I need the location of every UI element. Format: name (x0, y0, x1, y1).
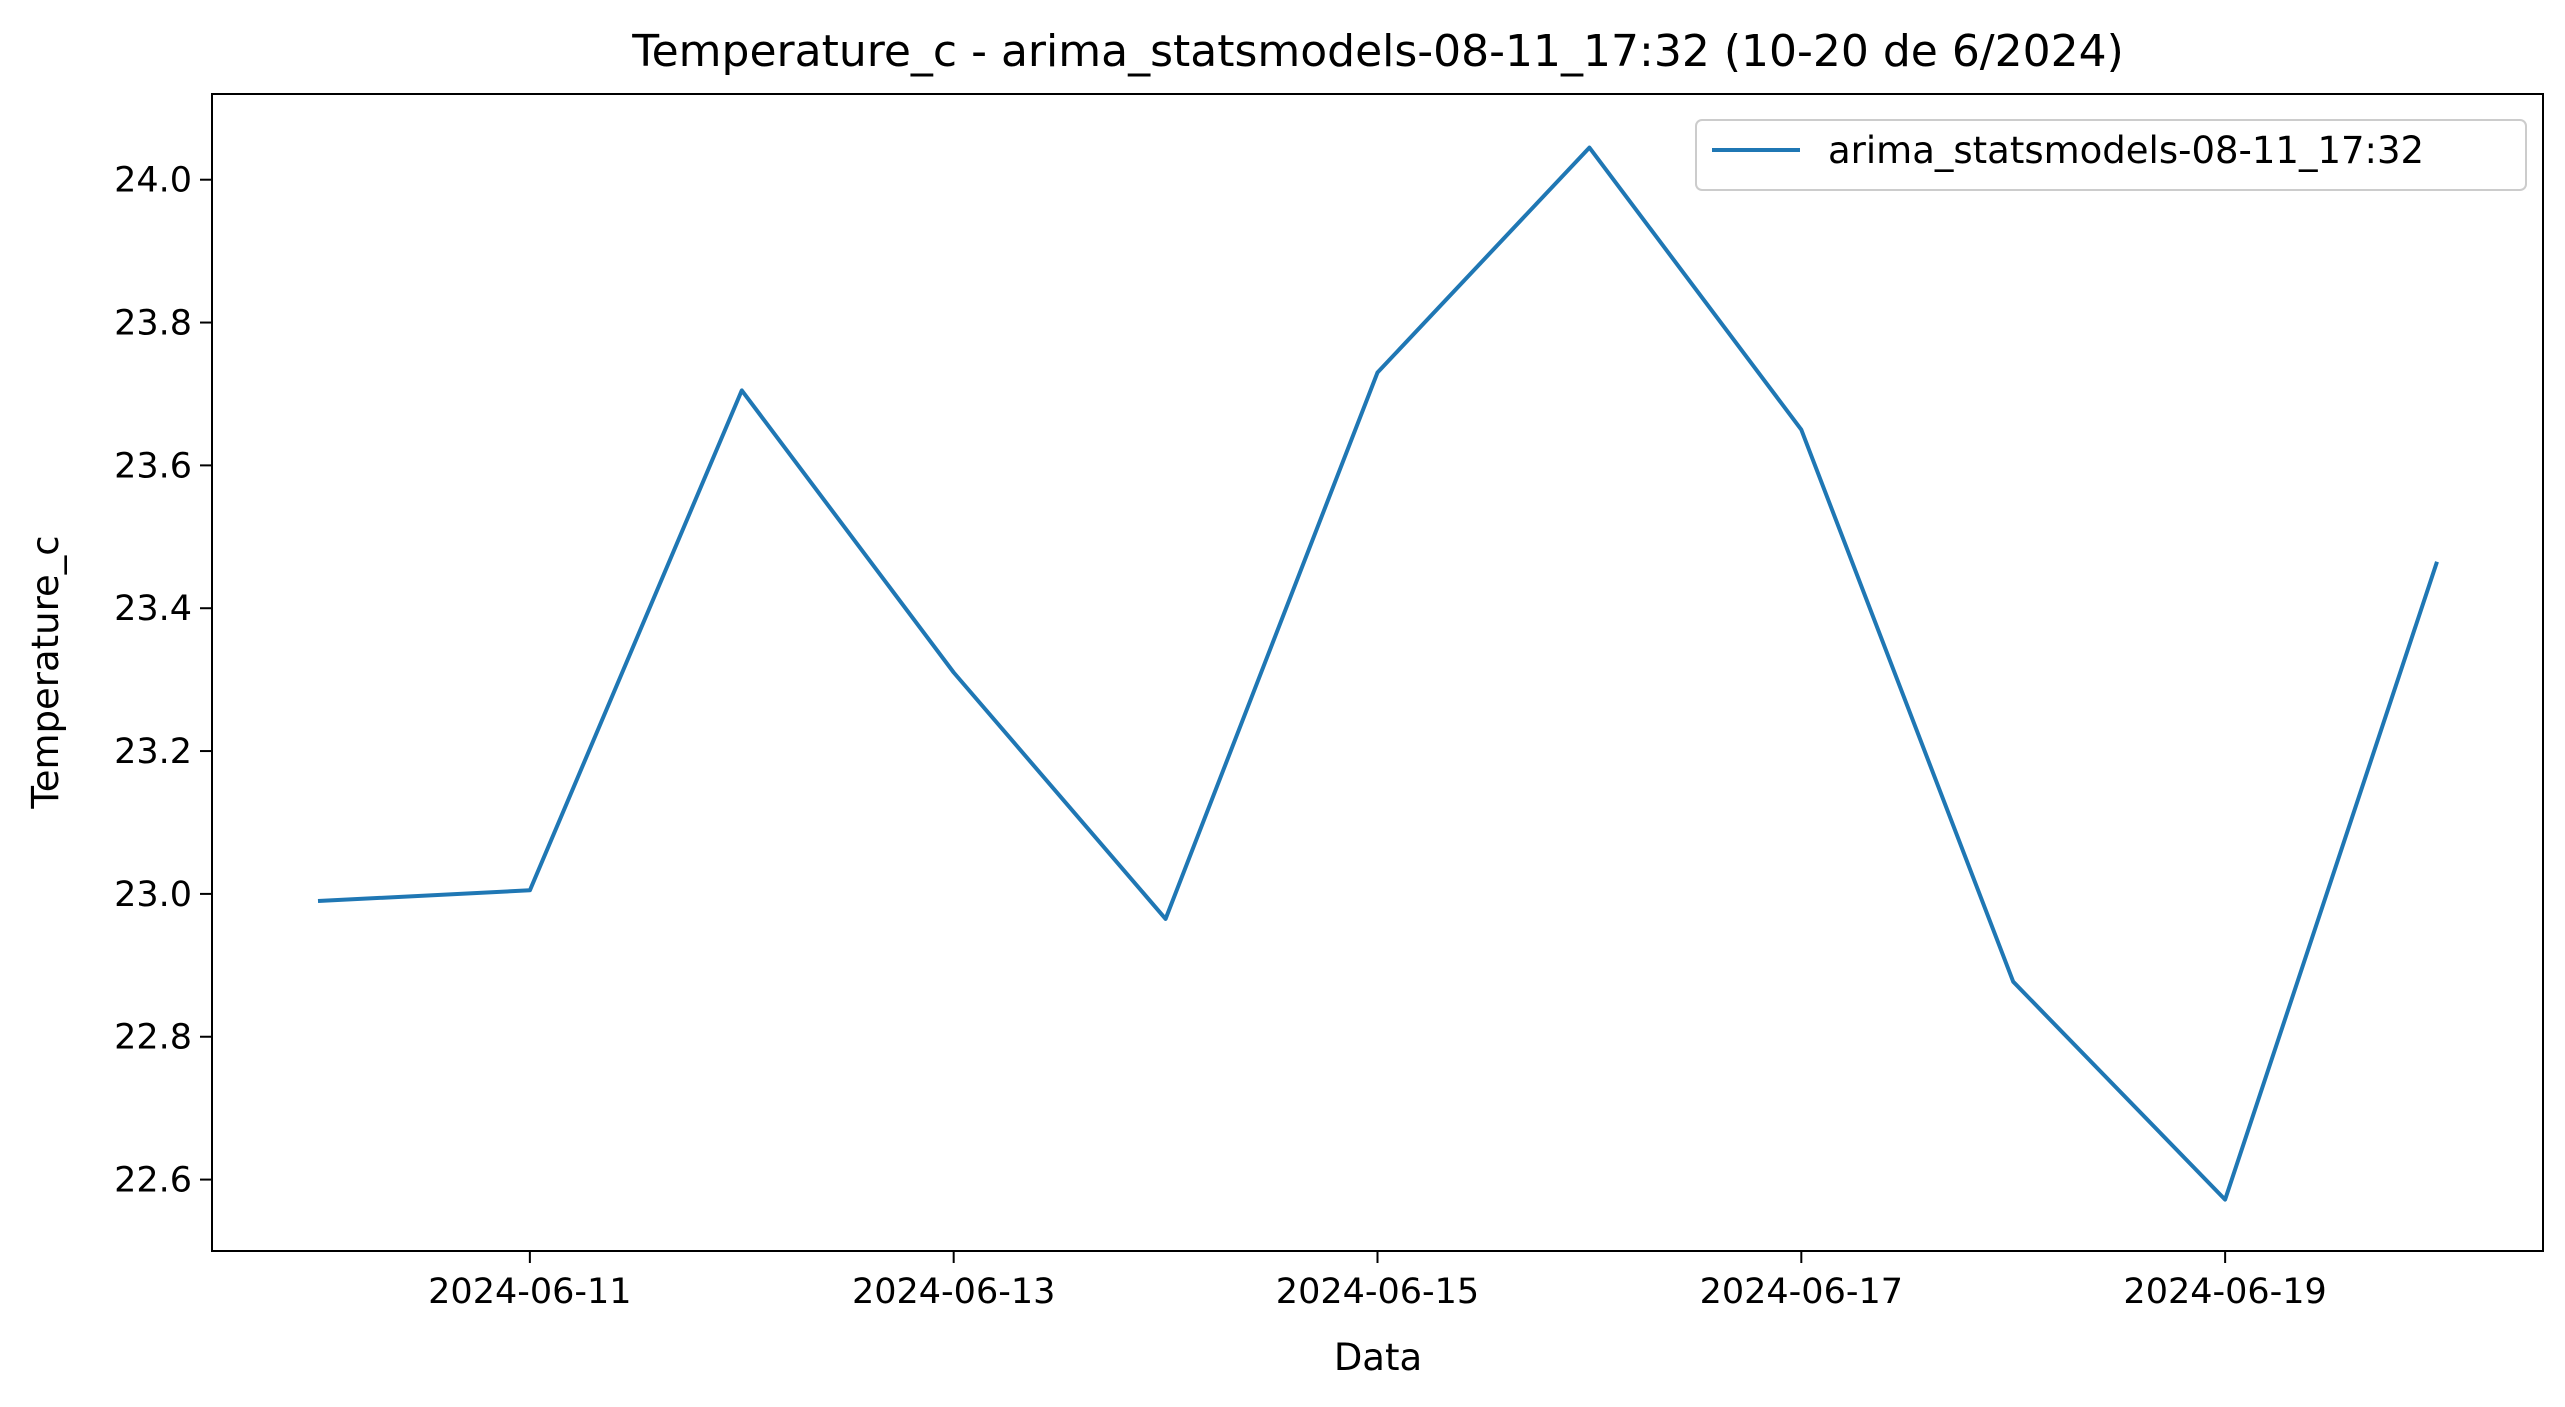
x-tick-label: 2024-06-15 (1276, 1272, 1479, 1312)
y-tick-label: 23.4 (114, 589, 192, 629)
plot-frame (211, 93, 2544, 1252)
legend-box (1695, 119, 2527, 191)
chart-title: Temperature_c - arima_statsmodels-08-11_… (631, 26, 2124, 77)
x-tick-label: 2024-06-13 (852, 1272, 1055, 1312)
x-tick-label: 2024-06-19 (2123, 1272, 2326, 1312)
x-axis-label: Data (1334, 1336, 1422, 1379)
x-tick-label: 2024-06-11 (428, 1272, 631, 1312)
plot-area (212, 94, 2543, 1251)
y-tick-label: 23.2 (114, 732, 192, 772)
y-tick-label: 23.8 (114, 304, 192, 344)
y-tick-label: 23.0 (114, 875, 192, 915)
y-axis-label: Temperature_c (24, 535, 67, 809)
y-tick-label: 22.6 (114, 1161, 192, 1201)
x-tick-label: 2024-06-17 (1700, 1272, 1903, 1312)
y-tick-label: 22.8 (114, 1018, 192, 1058)
legend-label: arima_statsmodels-08-11_17:32 (1828, 129, 2424, 172)
legend: arima_statsmodels-08-11_17:32 (1695, 119, 2527, 191)
series-line (317, 145, 2439, 1202)
axes-layer: 22.6 22.8 23.0 23.2 23.4 23.6 23.8 24.0 2024-06-… (114, 161, 2327, 1312)
series-layer (317, 145, 2439, 1202)
y-tick-label: 24.0 (114, 161, 192, 201)
y-tick-label: 23.6 (114, 446, 192, 486)
